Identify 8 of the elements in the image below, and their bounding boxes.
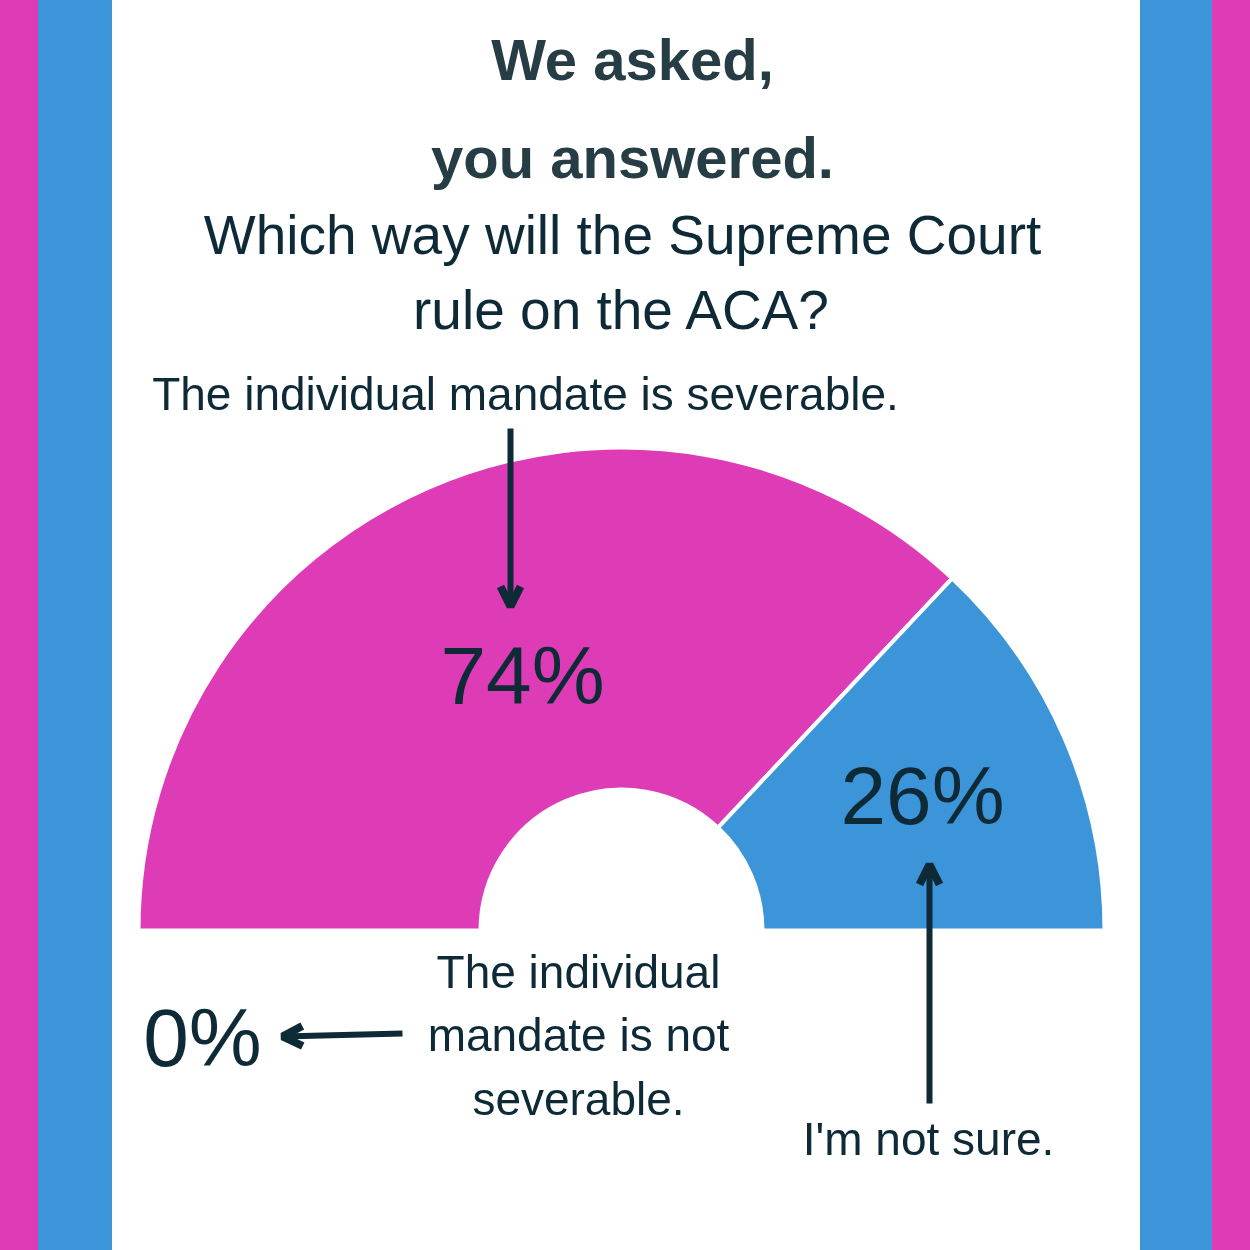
chart-title: We asked, you answered.	[431, 27, 834, 190]
slice-label: I'm not sure.	[802, 1112, 1055, 1165]
chart-subtitle: Which way will the Supreme Court rule on the ACA?	[203, 203, 1042, 342]
text: 0%	[143, 992, 262, 1083]
data-label: 26%	[840, 750, 1005, 841]
data-label: 74%	[440, 630, 605, 721]
slice-label: The individual mandate is severable.	[152, 367, 899, 420]
legend-label: The individual mandate is not severable.	[427, 946, 730, 1125]
